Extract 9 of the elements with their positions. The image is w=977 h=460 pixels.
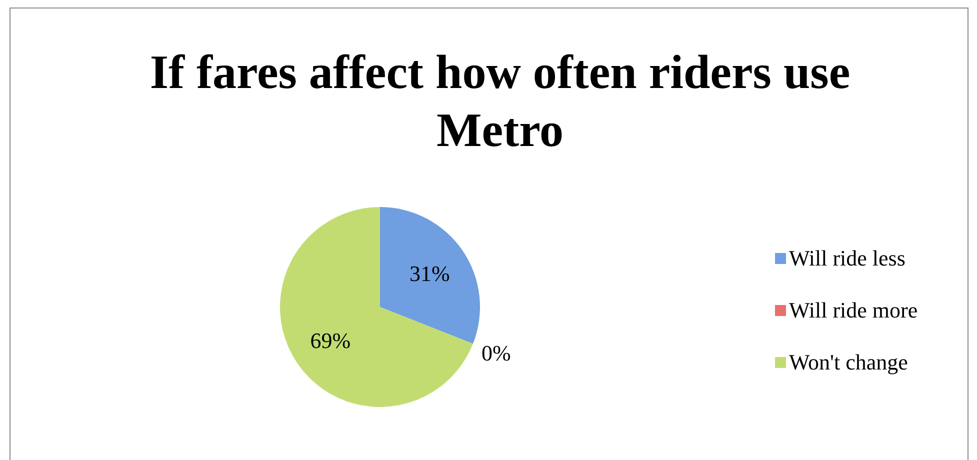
chart-title: If fares affect how often riders use Metro [150,46,850,157]
text: 0% [482,340,511,366]
pie-slice [380,207,480,344]
data-label: 31% [409,260,450,286]
legend-label: Will ride less [789,246,906,270]
pie-slice [280,207,473,407]
legend-label: Will ride more [789,298,918,322]
data-label: 69% [310,328,351,354]
legend-label: Won't change [789,350,908,374]
